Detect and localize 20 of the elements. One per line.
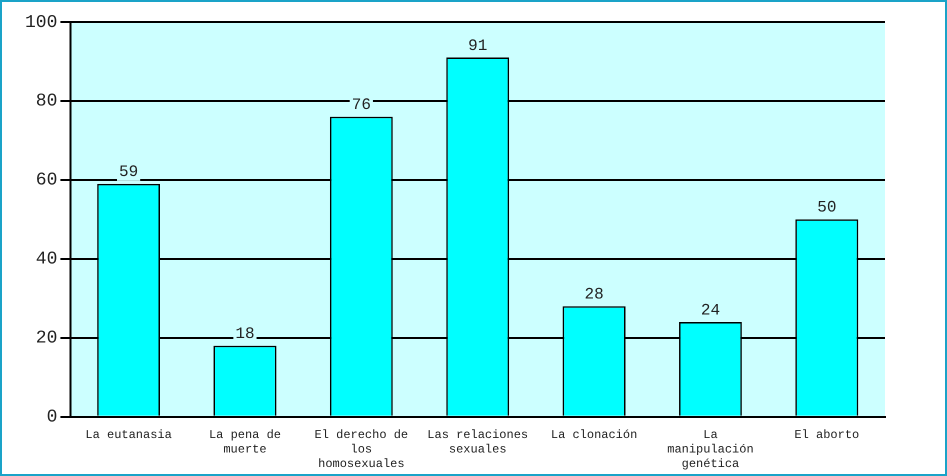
- y-tick-label: 60: [36, 170, 58, 191]
- y-tick-label: 80: [36, 92, 58, 112]
- data-label: 76: [352, 96, 371, 114]
- y-tick-label: 40: [36, 250, 58, 270]
- x-tick-label: El aborto: [794, 428, 860, 442]
- data-label: 24: [700, 301, 720, 320]
- x-tick-label: La clonación: [550, 428, 638, 442]
- x-tick-label: La eutanasia: [85, 428, 172, 442]
- y-tick-label: 20: [36, 328, 58, 349]
- x-tick-label: La pena de muerte: [208, 428, 281, 457]
- data-label: 59: [118, 163, 138, 182]
- x-tick-label: Las relaciones sexuales: [427, 428, 528, 457]
- x-tick-label: La manipulación genética: [667, 428, 754, 471]
- y-tick-label: 0: [46, 408, 58, 428]
- data-label: 50: [817, 198, 836, 217]
- y-tick-label: 100: [25, 12, 58, 33]
- data-label: 91: [468, 36, 488, 55]
- data-label: 28: [584, 285, 604, 304]
- x-tick-label: El derecho de los homosexuales: [314, 428, 408, 471]
- data-label: 18: [235, 324, 255, 343]
